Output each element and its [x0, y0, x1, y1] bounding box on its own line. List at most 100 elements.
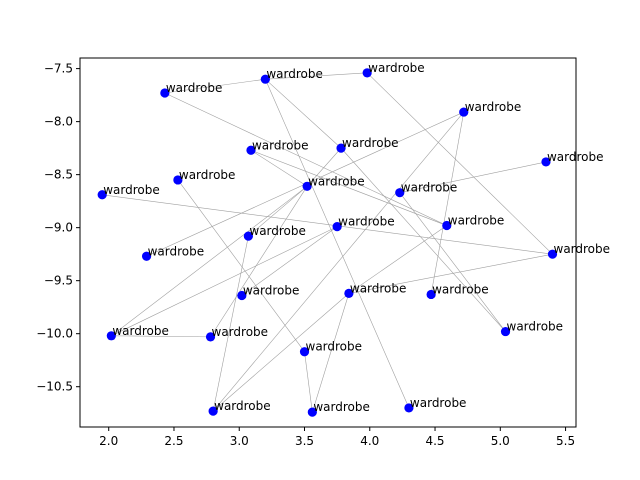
y-tick-label: −9.5 — [44, 274, 73, 288]
y-axis: −10.5 −10.0 −9.5 −9.0 −8.5 −8.0 −7.5 — [36, 62, 80, 394]
data-point — [205, 332, 216, 342]
edge-line — [366, 72, 553, 255]
edge-line — [399, 192, 506, 332]
edge-line — [348, 253, 553, 294]
point-label: wardrobe — [547, 150, 604, 164]
data-point — [237, 290, 247, 301]
data-point — [97, 190, 107, 200]
point-label: wardrobe — [308, 174, 365, 188]
data-point — [404, 403, 414, 413]
x-tick-label: 4.0 — [360, 434, 379, 448]
edge-line — [348, 225, 447, 294]
edge-line — [102, 194, 553, 255]
data-point — [541, 157, 551, 167]
edge-line — [111, 186, 308, 337]
point-label: wardrobe — [554, 242, 611, 256]
edge-line — [111, 335, 211, 338]
edge-line — [111, 226, 338, 337]
x-tick-label: 5.0 — [491, 434, 510, 448]
edge-line — [265, 72, 368, 80]
data-point — [173, 175, 183, 185]
data-point — [260, 74, 270, 84]
edge-line — [248, 186, 308, 237]
y-tick-label: −10.0 — [36, 327, 73, 341]
point-label: wardrobe — [266, 67, 323, 81]
edge-line — [177, 179, 305, 352]
point-label: wardrobe — [214, 399, 271, 413]
edge-line — [212, 293, 350, 412]
edge-line — [399, 161, 547, 193]
y-tick-label: −8.0 — [44, 115, 73, 129]
y-tick-label: −8.5 — [44, 168, 73, 182]
point-label: wardrobe — [179, 168, 236, 182]
point-label: wardrobe — [350, 281, 407, 295]
x-tick-label: 4.5 — [425, 434, 444, 448]
data-point — [307, 407, 317, 417]
data-point — [500, 326, 511, 337]
edge-line — [164, 92, 447, 226]
point-label: wardrobe — [401, 181, 458, 195]
x-tick-label: 5.5 — [556, 434, 575, 448]
edge-line — [340, 147, 506, 332]
point-label: wardrobe — [313, 400, 370, 414]
edge-line — [265, 79, 410, 409]
data-point — [442, 220, 452, 231]
data-point — [141, 251, 152, 261]
data-point — [160, 88, 170, 98]
edge-line — [241, 226, 338, 296]
point-label: wardrobe — [465, 100, 522, 114]
data-point — [426, 289, 436, 300]
point-label: wardrobe — [166, 81, 223, 95]
edge-line — [250, 149, 447, 226]
edge-line — [312, 293, 350, 413]
x-tick-label: 2.0 — [99, 434, 118, 448]
point-label: wardrobe — [243, 284, 300, 298]
edge-line — [304, 351, 313, 413]
point-label: wardrobe — [249, 224, 306, 238]
data-point — [547, 249, 558, 259]
point-label: wardrobe — [338, 215, 395, 229]
x-tick-label: 2.5 — [164, 434, 183, 448]
data-point — [332, 221, 342, 232]
edge-line — [306, 147, 342, 187]
point-label: wardrobe — [103, 183, 160, 197]
data-point — [336, 143, 346, 153]
data-point — [362, 68, 372, 78]
data-point — [246, 145, 256, 155]
x-axis: 2.0 2.5 3.0 3.5 4.0 4.5 5.0 5.5 — [99, 427, 575, 448]
data-point — [106, 331, 116, 341]
point-label: wardrobe — [306, 340, 363, 354]
data-point — [302, 181, 312, 191]
data-point — [459, 107, 469, 117]
point-layer — [97, 68, 558, 417]
y-tick-label: −9.0 — [44, 221, 73, 235]
point-label: wardrobe — [212, 325, 269, 339]
point-label: wardrobe — [410, 396, 467, 410]
data-point — [395, 188, 405, 198]
axes-frame — [79, 57, 577, 428]
point-label: wardrobe — [368, 61, 425, 75]
data-point — [208, 406, 218, 416]
x-tick-label: 3.0 — [230, 434, 249, 448]
edge-line — [212, 111, 464, 412]
data-point — [243, 231, 253, 241]
x-tick-label: 3.5 — [295, 434, 314, 448]
point-label: wardrobe — [112, 324, 169, 338]
point-label-layer: wardrobe wardrobe wardrobe wardrobe wardrobe… — [103, 61, 610, 414]
y-tick-label: −7.5 — [44, 62, 73, 76]
point-label: wardrobe — [252, 138, 309, 152]
point-label: wardrobe — [342, 136, 399, 150]
edge-line — [164, 78, 266, 94]
data-point — [344, 288, 354, 298]
edge-line — [265, 78, 342, 149]
point-label: wardrobe — [507, 320, 564, 334]
edge-line — [250, 149, 308, 187]
point-label: wardrobe — [148, 244, 205, 258]
edge-layer — [102, 72, 553, 413]
edge-line — [430, 112, 465, 295]
point-label: wardrobe — [432, 282, 489, 296]
edge-line — [212, 236, 249, 412]
y-tick-label: −10.5 — [36, 380, 73, 394]
edge-line — [210, 186, 308, 338]
